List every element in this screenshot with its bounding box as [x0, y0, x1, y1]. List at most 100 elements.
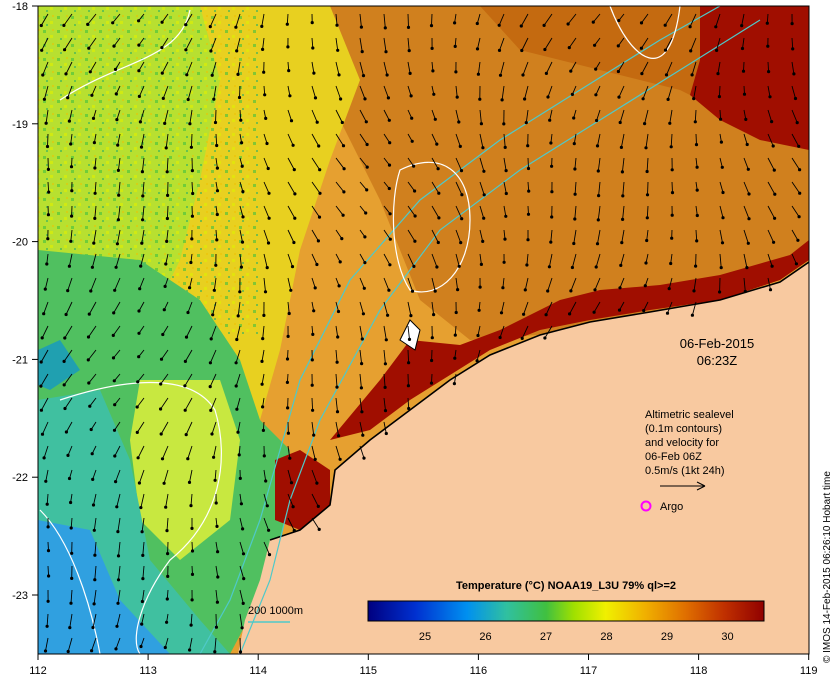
velocity-arrow-head — [237, 95, 242, 100]
velocity-arrow — [549, 109, 553, 121]
velocity-arrow — [695, 229, 698, 241]
velocity-arrow-head — [790, 22, 794, 26]
velocity-arrow-head — [240, 626, 244, 630]
velocity-arrow-head — [69, 142, 73, 146]
velocity-arrow — [431, 157, 439, 169]
velocity-arrow — [567, 13, 577, 25]
colorbar-tick-label: 28 — [600, 631, 612, 643]
velocity-arrow — [524, 277, 529, 290]
velocity-arrow — [767, 229, 775, 243]
velocity-arrow — [335, 157, 345, 169]
velocity-arrow-head — [239, 118, 243, 122]
velocity-arrow-head — [746, 241, 750, 245]
velocity-arrow-head — [137, 94, 141, 98]
velocity-arrow-head — [141, 553, 145, 558]
velocity-arrow-head — [386, 313, 390, 317]
velocity-arrow — [44, 277, 49, 290]
velocity-arrow-head — [437, 216, 441, 220]
velocity-arrow — [116, 613, 121, 627]
velocity-arrow — [741, 13, 745, 26]
velocity-arrow-head — [573, 192, 577, 196]
velocity-arrow-head — [594, 67, 598, 71]
velocity-arrow — [597, 205, 601, 220]
velocity-arrow — [620, 253, 625, 266]
velocity-arrow — [335, 13, 338, 26]
velocity-arrow — [186, 61, 193, 75]
velocity-arrow — [41, 325, 49, 339]
velocity-arrow-head — [455, 95, 459, 99]
velocity-arrow-head — [237, 453, 241, 457]
velocity-arrow-head — [337, 284, 341, 288]
velocity-arrow — [165, 493, 169, 508]
velocity-arrow-head — [475, 47, 480, 51]
velocity-arrow-head — [190, 549, 195, 553]
velocity-arrow — [40, 349, 49, 363]
velocity-arrow-head — [91, 503, 96, 507]
velocity-arrow — [287, 493, 294, 507]
velocity-arrow-head — [312, 433, 316, 437]
velocity-arrow — [118, 541, 121, 556]
velocity-arrow — [477, 325, 481, 336]
velocity-arrow-head — [718, 290, 722, 294]
velocity-arrow — [715, 13, 721, 27]
velocity-arrow-head — [384, 431, 388, 436]
velocity-arrow — [90, 277, 97, 292]
velocity-arrow — [383, 253, 391, 266]
velocity-arrow — [311, 37, 314, 49]
velocity-arrow — [263, 541, 270, 555]
velocity-arrow — [545, 301, 553, 315]
velocity-arrow — [136, 397, 145, 408]
velocity-arrow — [263, 133, 268, 144]
velocity-arrow-head — [45, 502, 49, 506]
velocity-arrow-head — [387, 288, 391, 292]
velocity-arrow-head — [289, 288, 293, 292]
velocity-arrow-head — [117, 193, 121, 197]
velocity-arrow — [719, 181, 724, 193]
velocity-arrow-head — [165, 529, 169, 533]
velocity-arrow — [667, 301, 673, 314]
velocity-arrow — [209, 13, 217, 27]
velocity-arrow-head — [261, 47, 265, 52]
velocity-arrow-head — [92, 241, 96, 245]
velocity-arrow-head — [89, 289, 93, 293]
velocity-arrow — [113, 301, 121, 314]
velocity-arrow-head — [236, 72, 240, 76]
velocity-arrow — [359, 37, 363, 52]
velocity-arrow-head — [595, 144, 600, 148]
velocity-arrow-head — [619, 145, 624, 149]
velocity-arrow — [91, 85, 97, 96]
velocity-arrow — [311, 157, 321, 170]
velocity-arrow-head — [93, 578, 97, 582]
velocity-arrow-head — [573, 167, 577, 171]
velocity-arrow-head — [266, 166, 270, 171]
velocity-arrow-head — [286, 334, 290, 338]
velocity-arrow-head — [69, 500, 73, 505]
velocity-arrow-head — [594, 93, 598, 97]
velocity-arrow-head — [159, 357, 164, 361]
velocity-arrow — [359, 61, 364, 76]
velocity-arrow — [210, 397, 217, 411]
velocity-arrow — [210, 325, 217, 340]
velocity-arrow-head — [260, 382, 264, 386]
velocity-arrow-head — [39, 23, 43, 28]
velocity-arrow-head — [288, 456, 292, 460]
velocity-arrow-head — [504, 191, 508, 196]
velocity-arrow — [118, 181, 121, 196]
velocity-arrow — [767, 157, 775, 171]
velocity-arrow — [311, 205, 320, 218]
velocity-arrow-head — [159, 432, 163, 436]
velocity-arrow-head — [520, 336, 524, 340]
velocity-arrow-head — [772, 240, 776, 244]
velocity-arrow-head — [267, 216, 271, 220]
velocity-arrow — [335, 205, 344, 216]
velocity-arrow-head — [573, 217, 577, 221]
velocity-arrow — [383, 229, 391, 240]
velocity-arrow-head — [543, 47, 547, 52]
altimetry-note-line5: 0.5m/s (1kt 24h) — [645, 465, 724, 477]
velocity-arrow — [335, 397, 338, 412]
velocity-arrow-head — [498, 73, 503, 77]
velocity-arrow-head — [189, 145, 193, 149]
velocity-arrow — [693, 277, 697, 291]
argo-label: Argo — [660, 501, 683, 513]
velocity-arrow-head — [408, 71, 412, 75]
